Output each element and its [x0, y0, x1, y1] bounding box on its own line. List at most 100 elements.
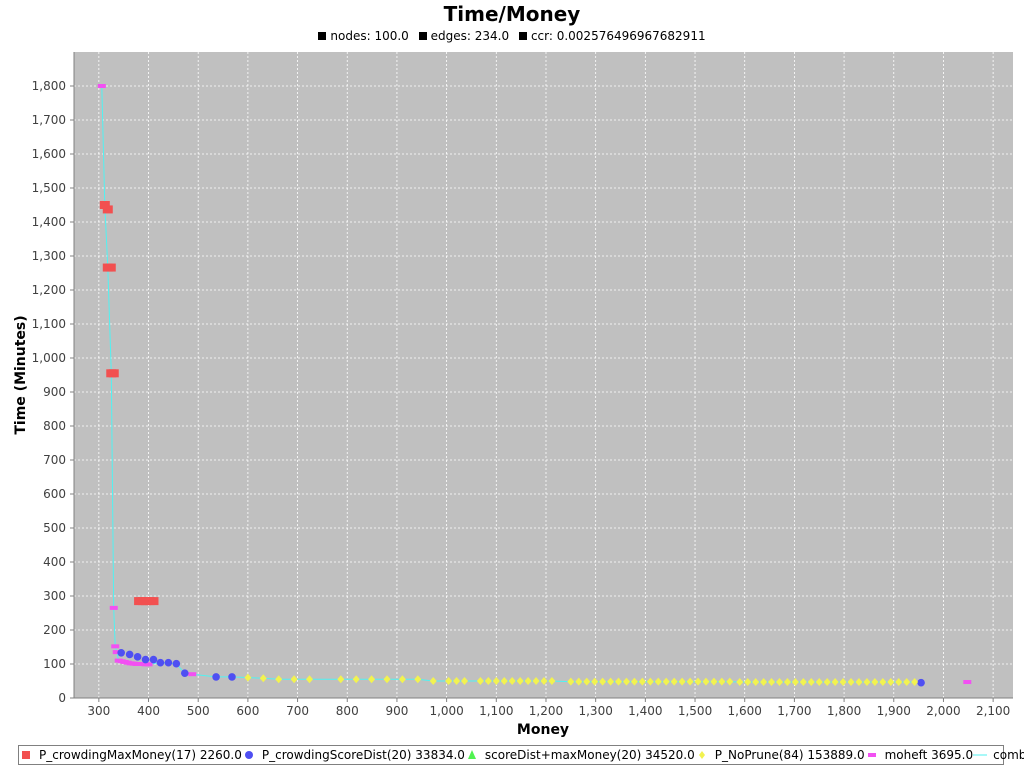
data-point-diamond	[768, 678, 776, 687]
legend-symbol	[698, 751, 705, 759]
data-point-circle	[117, 648, 125, 657]
data-point-diamond	[583, 677, 591, 686]
subtitle-square-icon	[318, 32, 327, 40]
x-tick-label: 1,000	[429, 704, 463, 718]
subtitle-ccr: ccr: 0.002576496967682911	[518, 29, 706, 43]
legend-label: moheft 3695.0	[884, 748, 974, 762]
legend-entry: scoreDist+maxMoney(20) 34520.0	[465, 748, 695, 762]
x-tick-label: 300	[87, 704, 110, 718]
data-point-diamond	[607, 677, 615, 686]
y-tick-label: 300	[43, 589, 66, 603]
data-point-diamond	[352, 675, 360, 684]
data-point-diamond	[871, 678, 879, 687]
subtitle-edges: edges: 234.0	[418, 29, 509, 43]
subtitle-ccr-label: ccr: 0.002576496967682911	[530, 29, 706, 43]
legend-label: P_crowdingMaxMoney(17) 2260.0	[39, 748, 242, 762]
data-point-diamond	[863, 678, 871, 687]
data-point-diamond	[532, 677, 540, 685]
legend-symbol	[467, 750, 476, 759]
legend-diamond-icon	[698, 751, 705, 759]
data-point-diamond	[710, 677, 718, 686]
y-tick-label: 1,700	[32, 113, 66, 127]
data-point-diamond	[702, 677, 710, 686]
plot-area	[74, 52, 1013, 698]
x-tick-label: 2,000	[926, 704, 960, 718]
y-tick-label: 400	[43, 555, 66, 569]
y-axis-label: Time (Minutes)	[13, 315, 29, 434]
x-tick-label: 1,700	[777, 704, 811, 718]
data-point-diamond	[622, 677, 630, 686]
data-point-diamond	[484, 677, 492, 685]
data-point-circle	[212, 673, 220, 681]
y-tick-label: 1,200	[32, 283, 66, 297]
data-point-diamond	[244, 673, 252, 682]
data-point-diamond	[694, 677, 702, 686]
data-point-diamond	[398, 675, 406, 684]
data-point-circle	[141, 655, 150, 664]
data-point-diamond	[847, 678, 855, 687]
data-point-diamond	[736, 678, 744, 687]
legend-label: P_crowdingScoreDist(20) 33834.0	[261, 748, 465, 762]
marker-layer	[97, 84, 972, 687]
y-tick-label: 200	[43, 623, 66, 637]
x-tick-label: 700	[286, 704, 309, 718]
legend-symbol	[22, 751, 30, 759]
y-tick-label: 0	[58, 691, 66, 705]
data-point-diamond	[516, 677, 524, 685]
data-point-square	[99, 201, 110, 209]
y-tick-label: 700	[43, 453, 66, 467]
data-point-bar	[97, 84, 106, 88]
y-tick-label: 800	[43, 419, 66, 433]
data-point-diamond	[815, 678, 823, 687]
data-point-diamond	[783, 678, 791, 687]
legend-line-icon	[973, 754, 988, 756]
data-point-diamond	[752, 678, 760, 687]
data-point-diamond	[567, 677, 575, 686]
data-point-diamond	[670, 677, 678, 686]
data-point-diamond	[760, 678, 768, 687]
data-point-diamond	[879, 678, 887, 687]
data-point-bar	[963, 680, 972, 685]
data-point-bar	[111, 644, 120, 649]
y-tick-label: 500	[43, 521, 66, 535]
legend-entry: combined	[973, 748, 1024, 762]
x-tick-label: 500	[187, 704, 210, 718]
data-point-circle	[917, 678, 925, 687]
data-point-diamond	[500, 677, 508, 685]
y-tick-label: 1,000	[32, 351, 66, 365]
data-point-bar	[112, 650, 121, 655]
x-tick-label: 1,200	[529, 704, 563, 718]
data-point-circle	[172, 659, 181, 668]
data-point-diamond	[823, 678, 831, 687]
x-tick-label: 400	[137, 704, 160, 718]
y-tick-label: 1,300	[32, 249, 66, 263]
data-point-diamond	[839, 678, 847, 687]
data-point-circle	[156, 658, 165, 667]
data-point-diamond	[718, 677, 726, 686]
x-tick-label: 900	[385, 704, 408, 718]
x-tick-label: 1,300	[578, 704, 612, 718]
data-point-diamond	[615, 677, 623, 686]
y-tick-label: 1,100	[32, 317, 66, 331]
data-point-diamond	[445, 677, 453, 685]
legend-symbol	[867, 753, 876, 757]
data-point-diamond	[646, 677, 654, 686]
x-tick-label: 1,100	[479, 704, 513, 718]
data-point-diamond	[726, 677, 734, 686]
data-point-diamond	[540, 677, 548, 685]
data-point-diamond	[548, 677, 556, 685]
data-point-diamond	[429, 677, 437, 685]
data-point-diamond	[662, 677, 670, 686]
data-point-diamond	[831, 678, 839, 687]
data-point-diamond	[476, 677, 484, 685]
x-tick-label: 1,500	[678, 704, 712, 718]
data-point-diamond	[305, 675, 313, 684]
data-point-diamond	[895, 678, 903, 687]
legend-bar-icon	[867, 753, 876, 757]
y-tick-label: 900	[43, 385, 66, 399]
data-point-circle	[164, 658, 173, 667]
data-point-square	[105, 263, 116, 272]
legend-entry: P_crowdingMaxMoney(17) 2260.0	[19, 748, 242, 762]
x-axis-label: Money	[517, 722, 569, 738]
